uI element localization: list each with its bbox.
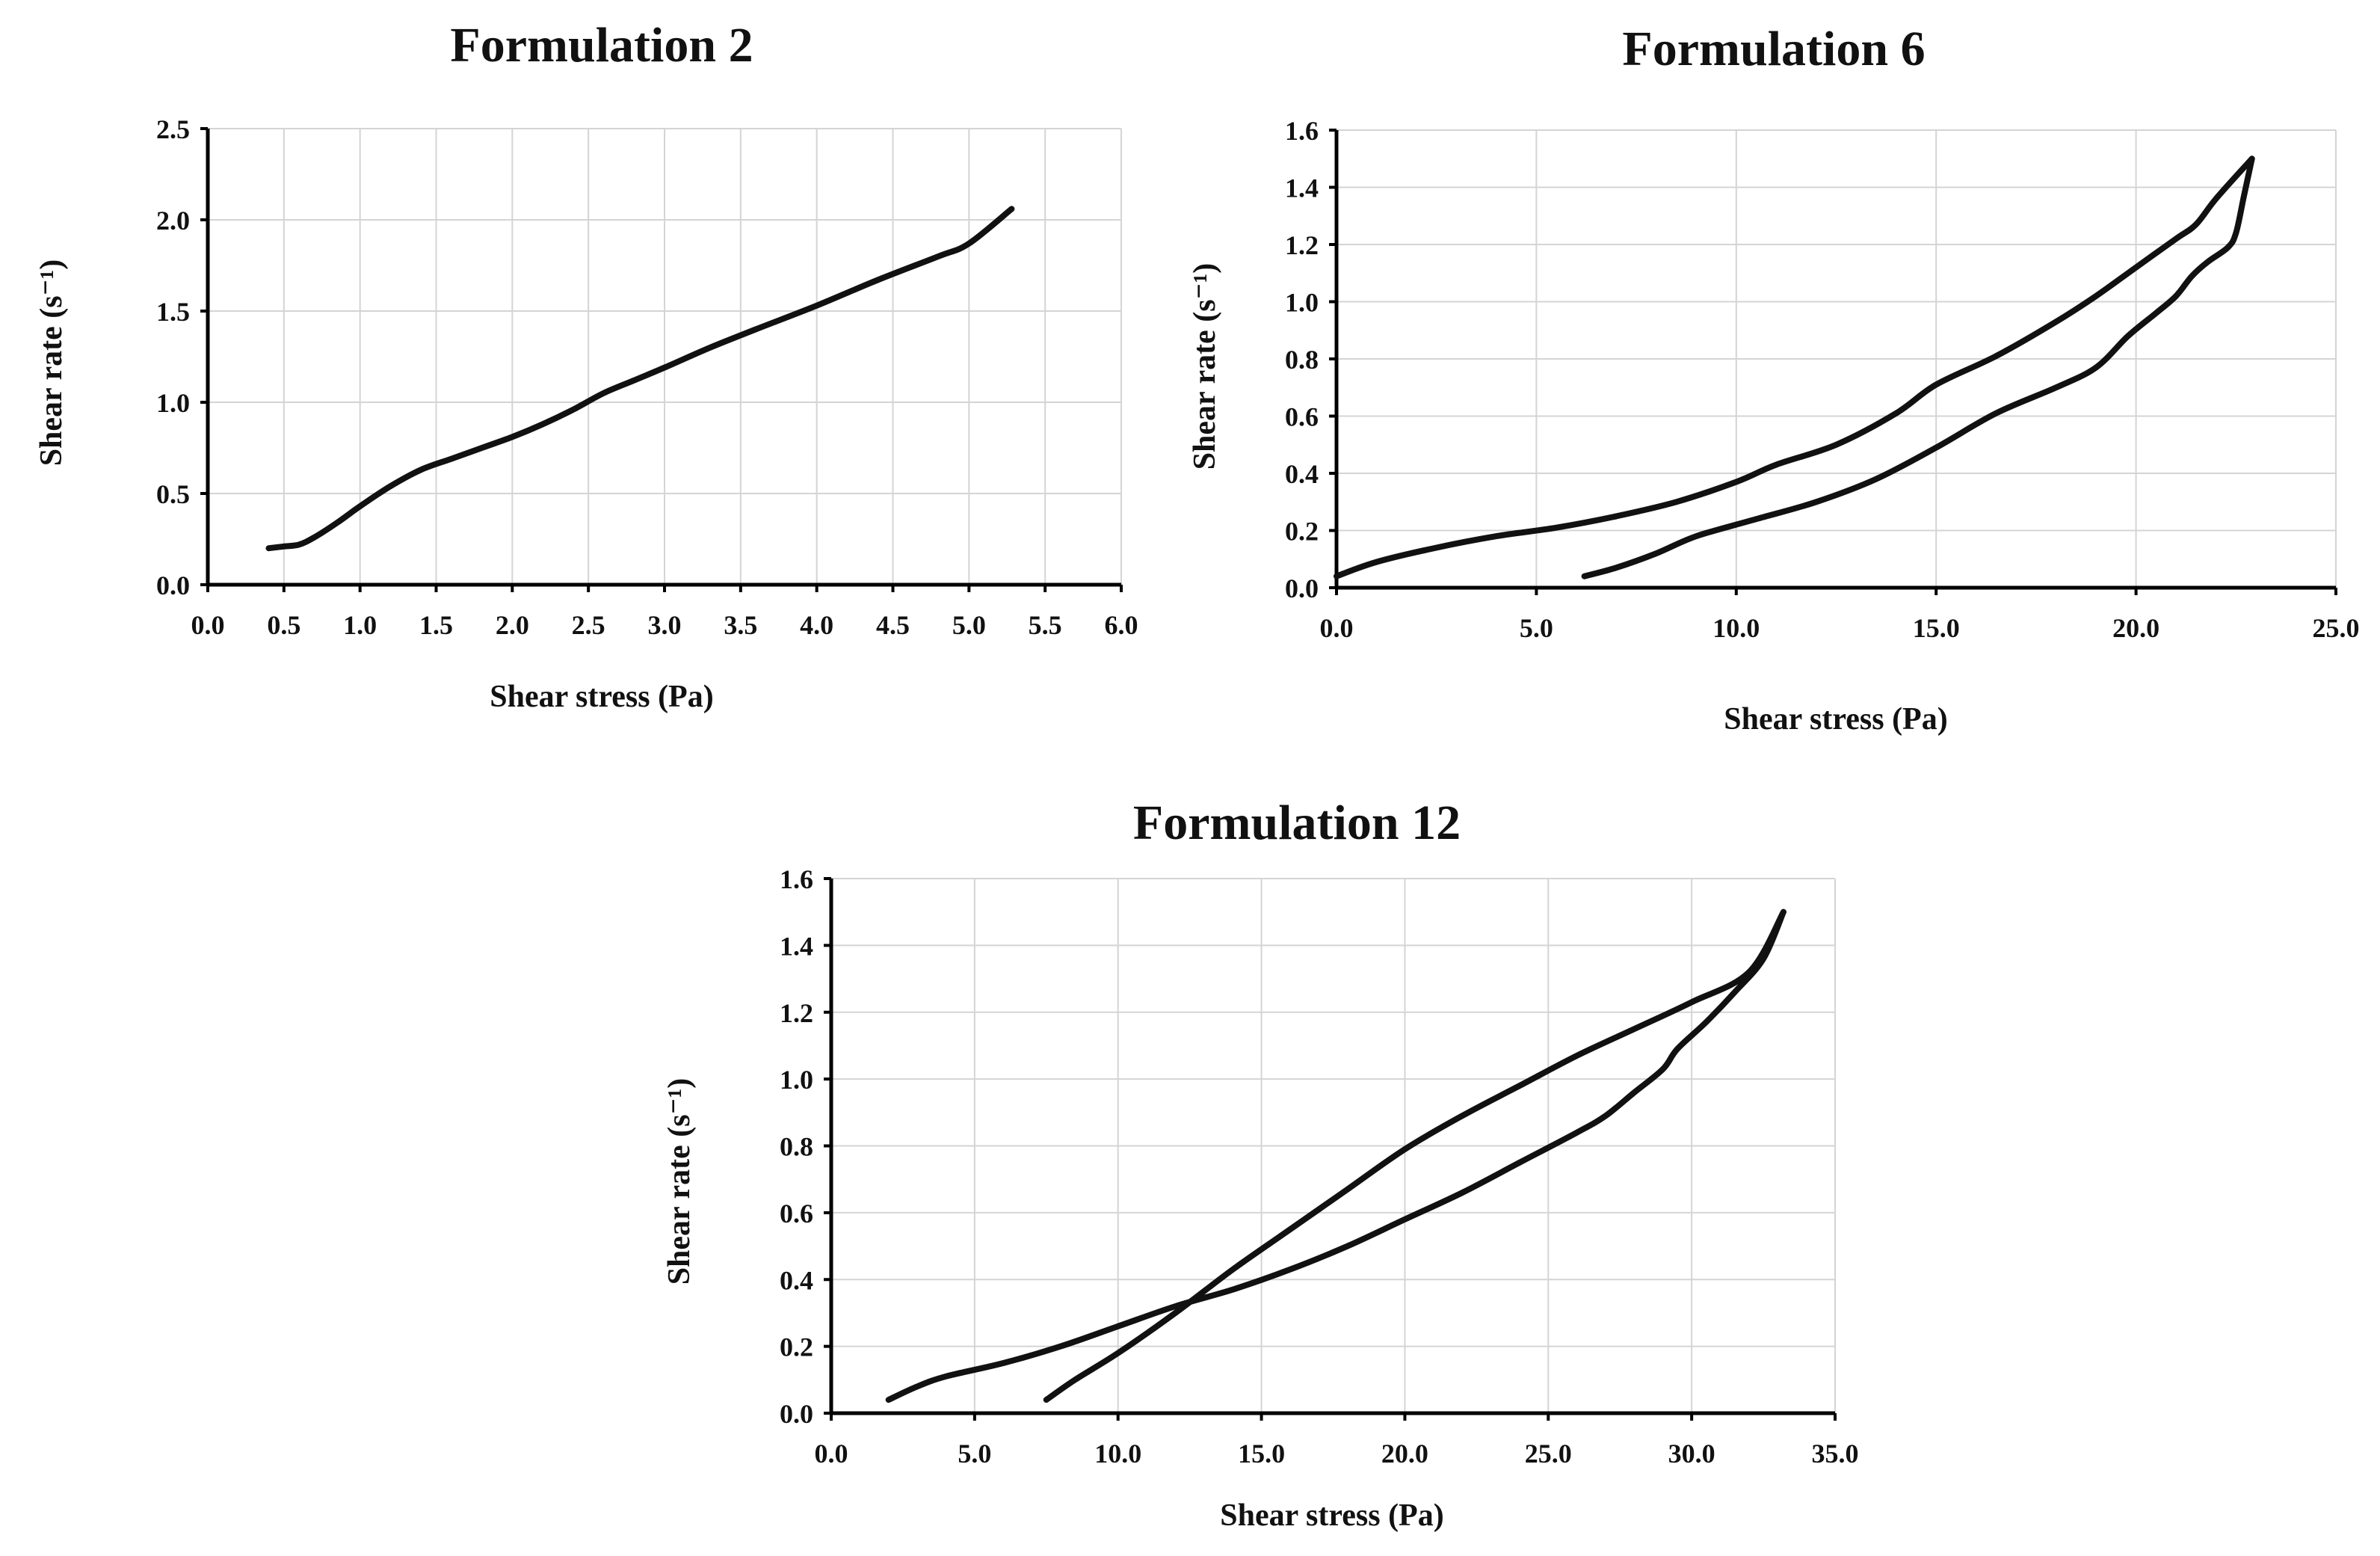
chart-title: Formulation 2 — [450, 18, 753, 73]
y-tick-label: 1.0 — [780, 1065, 813, 1095]
x-tick-label: 0.5 — [267, 610, 300, 640]
series-line-1 — [1334, 156, 2255, 579]
y-tick-label: 1.0 — [156, 388, 190, 418]
x-tick-label: 25.0 — [2313, 613, 2360, 643]
x-tick-label: 5.0 — [958, 1439, 991, 1469]
y-axis-label: Shear rate (s⁻¹) — [662, 1078, 697, 1285]
x-tick-label: 3.5 — [724, 610, 757, 640]
x-tick-label: 1.5 — [419, 610, 453, 640]
y-tick-label: 1.4 — [1285, 173, 1319, 203]
chart-formulation-2: Formulation 2 0.0 0.5 1.0 1.5 2.0 2.5 3.0 3.5 4.… — [34, 18, 1138, 714]
x-tick-label: 2.0 — [496, 610, 529, 640]
x-tick-label: 10.0 — [1712, 613, 1760, 643]
y-tick-label: 0.6 — [1285, 402, 1319, 432]
y-tick-label: 0.0 — [1285, 573, 1319, 603]
y-tick-label: 0.0 — [156, 571, 190, 600]
x-tick-label: 35.0 — [1812, 1439, 1859, 1469]
x-tick-label: 4.5 — [876, 610, 910, 640]
y-tick-label: 2.5 — [156, 114, 190, 144]
y-axis-label: Shear rate (s⁻¹) — [34, 259, 69, 467]
x-tick-label: 0.0 — [191, 610, 225, 640]
x-tick-label: 15.0 — [1913, 613, 1960, 643]
chart-formulation-6: Formulation 6 0.0 5.0 10.0 15.0 20.0 25.0 0.0 0… — [1188, 22, 2360, 737]
y-tick-label: 1.2 — [780, 998, 813, 1028]
series-line-1 — [265, 206, 1015, 552]
x-axis-label: Shear stress (Pa) — [1724, 702, 1947, 737]
y-tick-label: 1.0 — [1285, 288, 1319, 318]
y-tick-label: 1.5 — [156, 297, 190, 327]
x-tick-label: 20.0 — [1381, 1439, 1428, 1469]
x-tick-label: 15.0 — [1238, 1439, 1285, 1469]
x-tick-label: 6.0 — [1105, 610, 1138, 640]
y-tick-label: 0.6 — [780, 1199, 813, 1228]
y-tick-label: 1.2 — [1285, 230, 1319, 260]
x-tick-label: 1.0 — [343, 610, 377, 640]
x-axis-label: Shear stress (Pa) — [490, 680, 713, 714]
y-tick-label: 0.2 — [1285, 517, 1319, 547]
x-tick-label: 20.0 — [2112, 613, 2159, 643]
y-tick-label: 0.8 — [780, 1132, 813, 1162]
x-tick-label: 0.0 — [1320, 613, 1354, 643]
x-tick-label: 5.0 — [1520, 613, 1553, 643]
x-tick-label: 2.5 — [572, 610, 605, 640]
series-line-2 — [1581, 156, 2255, 579]
x-tick-label: 3.0 — [648, 610, 682, 640]
y-tick-label: 0.8 — [1285, 345, 1319, 375]
chart-title: Formulation 6 — [1622, 22, 1925, 76]
y-axis-label: Shear rate (s⁻¹) — [1188, 263, 1222, 470]
x-tick-label: 5.5 — [1029, 610, 1062, 640]
y-tick-label: 1.6 — [780, 864, 813, 894]
y-tick-label: 0.0 — [780, 1399, 813, 1429]
y-tick-label: 0.4 — [1285, 459, 1319, 489]
x-tick-label: 10.0 — [1094, 1439, 1141, 1469]
x-tick-label: 25.0 — [1525, 1439, 1572, 1469]
y-tick-label: 1.6 — [1285, 116, 1319, 146]
y-tick-label: 0.5 — [156, 479, 190, 509]
x-tick-label: 5.0 — [952, 610, 986, 640]
series-line-1 — [885, 908, 1786, 1403]
x-tick-label: 0.0 — [815, 1439, 848, 1469]
y-tick-label: 0.2 — [780, 1332, 813, 1362]
y-tick-label: 0.4 — [780, 1265, 813, 1295]
y-tick-label: 2.0 — [156, 206, 190, 236]
chart-title: Formulation 12 — [1133, 796, 1461, 850]
chart-formulation-12: Formulation 12 0.0 5.0 10.0 15.0 20.0 25.0 30.… — [662, 796, 1859, 1533]
y-tick-label: 1.4 — [780, 931, 813, 961]
x-tick-label: 30.0 — [1668, 1439, 1715, 1469]
x-tick-label: 4.0 — [800, 610, 833, 640]
x-axis-label: Shear stress (Pa) — [1220, 1498, 1443, 1533]
series-line-2 — [1043, 908, 1786, 1403]
